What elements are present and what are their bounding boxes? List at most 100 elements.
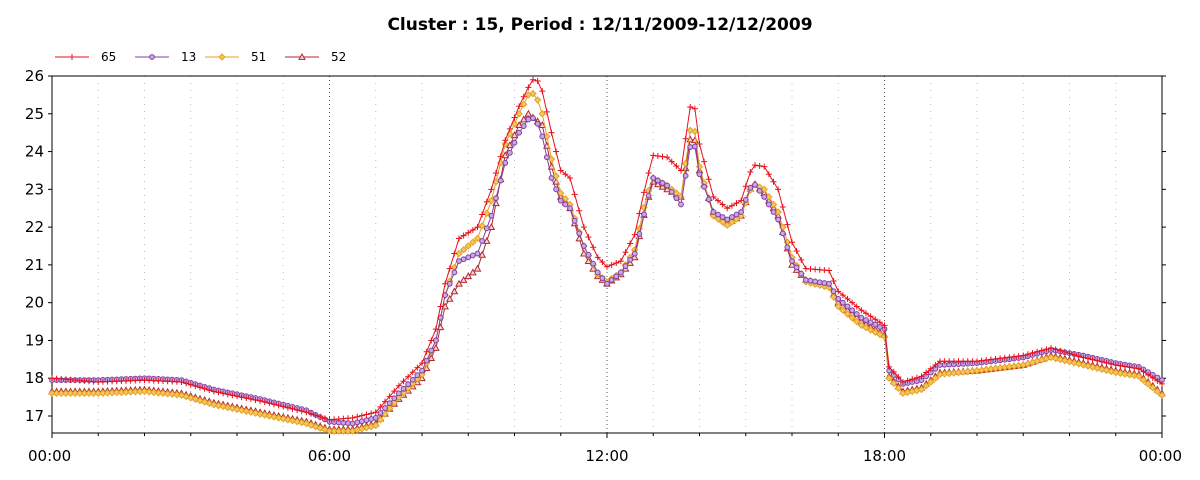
data-point: [1034, 348, 1041, 355]
y-tick-label: 19: [25, 331, 44, 349]
data-point: [1075, 360, 1083, 368]
data-point: [252, 396, 259, 403]
data-point: [1001, 354, 1008, 361]
legend-label: 13: [181, 50, 196, 64]
legend-item-52: 52: [285, 50, 346, 64]
data-point: [576, 230, 583, 237]
data-point: [1085, 355, 1091, 362]
data-point: [284, 416, 292, 424]
data-point: [229, 392, 236, 399]
data-point: [857, 321, 866, 330]
data-point: [770, 209, 777, 215]
data-point: [345, 420, 351, 427]
data-point: [201, 385, 208, 392]
data-point: [1006, 354, 1013, 361]
data-point: [451, 250, 458, 257]
data-point: [863, 317, 869, 323]
data-point: [533, 96, 542, 104]
data-point: [534, 78, 541, 85]
data-point: [872, 316, 879, 323]
data-point: [405, 381, 412, 388]
data-point: [659, 180, 666, 186]
data-point: [622, 249, 629, 256]
data-point: [442, 280, 449, 287]
data-point: [145, 388, 153, 396]
data-point: [844, 295, 851, 302]
data-point: [682, 172, 689, 179]
data-point: [459, 246, 468, 254]
data-point: [871, 328, 879, 336]
data-point: [1065, 358, 1074, 366]
data-point: [631, 250, 638, 257]
data-point: [793, 264, 800, 271]
data-point: [747, 184, 754, 191]
data-point: [539, 133, 546, 140]
data-point: [687, 144, 694, 150]
data-point: [858, 307, 865, 314]
data-point: [409, 376, 416, 383]
data-point: [738, 209, 745, 215]
y-tick-label: 23: [25, 180, 44, 198]
data-point: [765, 201, 772, 208]
data-point: [321, 415, 328, 422]
data-point: [251, 409, 260, 417]
data-point: [789, 239, 795, 246]
data-point: [617, 269, 624, 276]
x-tick-label: 06:00: [308, 447, 351, 465]
data-point: [829, 293, 838, 301]
data-point: [538, 110, 546, 118]
data-point: [311, 422, 320, 431]
data-point: [562, 201, 569, 208]
data-point: [867, 319, 874, 326]
data-point: [515, 110, 523, 118]
legend-item-65: 65: [55, 50, 116, 64]
data-point: [502, 137, 509, 144]
data-point: [557, 189, 565, 197]
data-point: [289, 405, 296, 412]
data-point: [881, 322, 888, 329]
series-group: [48, 76, 1166, 435]
data-point: [464, 242, 472, 250]
data-point: [1159, 380, 1165, 387]
plot-frame: [51, 75, 1163, 434]
data-point: [506, 125, 513, 132]
data-point: [149, 54, 155, 60]
y-axis: 17 18 19 20 21 22 23 24 25 26: [25, 67, 1166, 425]
data-point: [728, 218, 736, 226]
data-point: [848, 314, 856, 322]
data-point: [427, 354, 436, 361]
data-point: [728, 214, 735, 220]
data-point: [450, 287, 459, 295]
data-point: [613, 273, 620, 280]
x-tick-label: 12:00: [585, 447, 628, 465]
data-point: [724, 216, 731, 223]
data-point: [451, 269, 458, 276]
data-point: [876, 319, 883, 326]
data-point: [701, 158, 708, 165]
data-point: [701, 183, 708, 190]
data-point: [473, 264, 482, 272]
data-point: [441, 302, 449, 310]
data-point: [927, 378, 935, 386]
data-point: [437, 303, 444, 310]
data-point: [784, 221, 791, 228]
data-point: [862, 323, 870, 332]
data-point: [308, 410, 314, 417]
data-point: [687, 103, 694, 110]
data-point: [997, 355, 1004, 362]
data-point: [705, 176, 712, 183]
data-point: [1131, 365, 1138, 372]
data-point: [650, 152, 657, 159]
data-point: [459, 275, 468, 283]
data-point: [465, 254, 472, 261]
data-point: [742, 197, 749, 203]
x-tick-label: 18:00: [863, 447, 906, 465]
data-point: [931, 374, 940, 382]
data-point: [1103, 359, 1110, 366]
data-point: [691, 143, 698, 150]
data-point: [627, 240, 634, 247]
x-tick-label: 00:00: [1139, 447, 1182, 465]
grid: [97, 76, 1117, 433]
data-point: [419, 367, 425, 374]
x-axis: 00:00 06:00 12:00 18:00 00:00: [28, 433, 1182, 465]
